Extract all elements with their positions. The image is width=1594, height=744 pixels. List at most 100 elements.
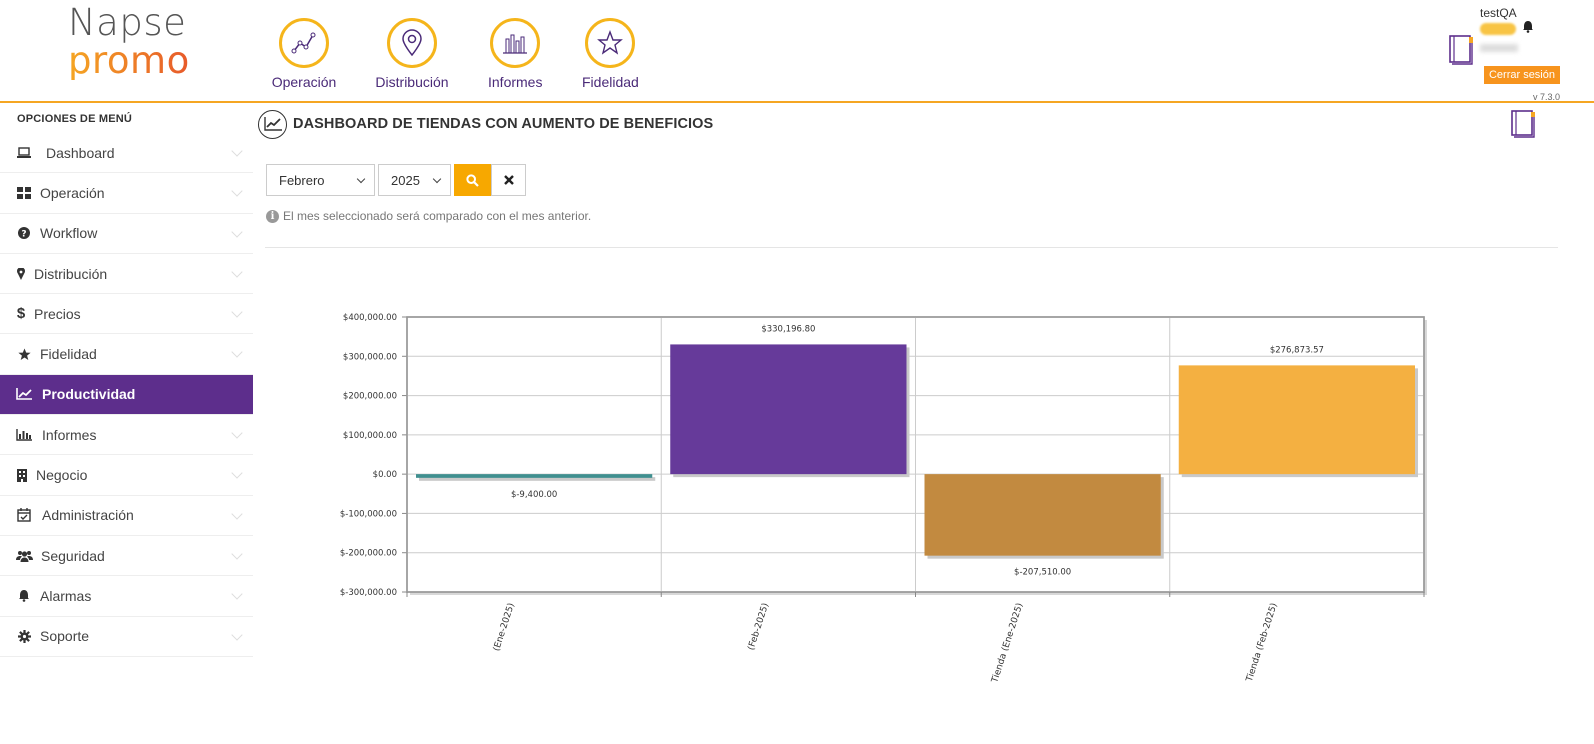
bar [416, 474, 653, 478]
clear-button[interactable] [491, 164, 526, 196]
topnav-label: Fidelidad [582, 74, 639, 90]
filters: Febrero 2025 [266, 164, 526, 196]
book-icon[interactable] [1448, 34, 1476, 71]
sidebar-item-productividad[interactable]: Productividad [0, 374, 253, 416]
dollar-icon: $ [16, 305, 26, 323]
grid-icon [16, 185, 32, 201]
star-icon [585, 18, 635, 68]
user-name[interactable]: testQA [1480, 6, 1517, 20]
y-tick-label: $-300,000.00 [340, 588, 397, 598]
y-tick-label: $300,000.00 [343, 352, 397, 362]
sidebar-item-alarmas[interactable]: Alarmas [0, 576, 253, 617]
sidebar-item-label: Soporte [40, 628, 90, 645]
info-text: El mes seleccionado será comparado con e… [283, 209, 592, 223]
year-select[interactable]: 2025 [378, 164, 451, 196]
sidebar-item-label: Negocio [36, 467, 88, 484]
info-icon: i [266, 209, 279, 223]
sidebar-item-informes[interactable]: Informes [0, 415, 253, 456]
question-circle-icon: ? [16, 225, 32, 241]
data-label: $276,873.57 [1270, 345, 1324, 355]
sidebar-item-operacion[interactable]: Operación [0, 173, 253, 214]
bar-shadow [419, 477, 656, 481]
chart-line-icon [279, 18, 329, 68]
topnav-operacion[interactable]: Operación [270, 18, 338, 90]
data-label: $330,196.80 [761, 324, 815, 334]
close-icon [503, 175, 514, 185]
x-tick-label: Tienda (Ene-2025) [990, 602, 1026, 685]
search-button[interactable] [454, 164, 491, 196]
sidebar-item-workflow[interactable]: ? Workflow [0, 214, 253, 254]
sidebar-item-dashboard[interactable]: Dashboard [0, 133, 253, 174]
map-marker-icon [16, 266, 26, 282]
sidebar-item-administracion[interactable]: Administración [0, 496, 253, 536]
bar-chart-icon [16, 427, 32, 443]
laptop-icon [16, 145, 32, 161]
y-tick-label: $200,000.00 [343, 392, 397, 402]
y-tick-label: $0.00 [373, 470, 397, 480]
sidebar-item-label: Alarmas [40, 587, 92, 604]
sidebar-item-label: Administración [42, 507, 134, 524]
line-chart-icon [258, 109, 287, 139]
sidebar-item-label: Distribución [34, 265, 108, 282]
logo-line1: Napse [68, 1, 187, 44]
data-label: $-9,400.00 [511, 490, 557, 500]
topnav-label: Informes [488, 74, 543, 90]
sidebar-item-label: Workflow [40, 225, 98, 242]
sidebar-item-label: Dashboard [46, 144, 115, 161]
gear-icon [16, 628, 32, 644]
bar [670, 344, 907, 475]
sidebar-item-seguridad[interactable]: Seguridad [0, 536, 253, 577]
topnav-distribucion[interactable]: Distribución [374, 18, 450, 90]
calendar-check-icon [16, 507, 32, 523]
line-chart-icon [16, 386, 32, 402]
info-note: i El mes seleccionado será comparado con… [266, 209, 591, 223]
topnav-informes[interactable]: Informes [488, 18, 542, 90]
page-header: DASHBOARD DE TIENDAS CON AUMENTO DE BENE… [258, 108, 713, 140]
month-value: Febrero [279, 172, 325, 188]
bar-chart-icon [490, 18, 540, 68]
sidebar-item-label: Informes [42, 426, 97, 443]
bell-icon [16, 588, 32, 604]
search-icon [466, 173, 479, 187]
sidebar-item-fidelidad[interactable]: Fidelidad [0, 334, 253, 375]
sidebar-title: OPCIONES DE MENÚ [17, 113, 133, 125]
user-badge [1480, 23, 1516, 35]
logout-button[interactable]: Cerrar sesión [1483, 66, 1560, 84]
sidebar-item-label: Precios [34, 305, 81, 322]
header: Napse promo Operación Distribución Infor… [0, 0, 1594, 103]
star-icon [16, 346, 32, 362]
topnav-label: Operación [271, 74, 337, 90]
y-tick-label: $-100,000.00 [340, 509, 397, 519]
map-pin-icon [387, 18, 437, 68]
napse-promo-logo[interactable]: Napse promo [68, 4, 198, 80]
topnav-fidelidad[interactable]: Fidelidad [582, 18, 639, 90]
month-select[interactable]: Febrero [266, 164, 375, 196]
building-icon [16, 467, 28, 483]
x-tick-label: Tienda (Feb-2025) [1245, 602, 1280, 684]
y-tick-label: $100,000.00 [343, 431, 397, 441]
bar [924, 474, 1161, 556]
sidebar-item-label: Operación [40, 184, 105, 201]
y-tick-label: $400,000.00 [343, 313, 397, 323]
sidebar-item-label: Productividad [42, 386, 136, 403]
page-title: DASHBOARD DE TIENDAS CON AUMENTO DE BENE… [293, 116, 714, 132]
year-value: 2025 [391, 172, 420, 188]
sidebar-item-precios[interactable]: $ Precios [0, 294, 253, 335]
y-tick-label: $-200,000.00 [340, 549, 397, 559]
sidebar-item-distribucion[interactable]: Distribución [0, 254, 253, 295]
svg-text:?: ? [21, 230, 26, 240]
sidebar-item-label: Seguridad [41, 547, 105, 564]
bar [1178, 365, 1415, 475]
sidebar-item-label: Fidelidad [40, 346, 97, 363]
logo-line2: promo [68, 42, 198, 80]
sidebar-item-negocio[interactable]: Negocio [0, 455, 253, 496]
divider [265, 247, 1558, 248]
sidebar-item-soporte[interactable]: Soporte [0, 617, 253, 657]
book-icon[interactable] [1510, 109, 1538, 144]
bell-icon[interactable] [1522, 20, 1534, 38]
x-tick-label: (Feb-2025) [747, 602, 772, 652]
x-tick-label: (Ene-2025) [492, 602, 517, 653]
sidebar: OPCIONES DE MENÚ Dashboard Operación ? W… [0, 105, 253, 744]
data-label: $-207,510.00 [1014, 568, 1071, 578]
